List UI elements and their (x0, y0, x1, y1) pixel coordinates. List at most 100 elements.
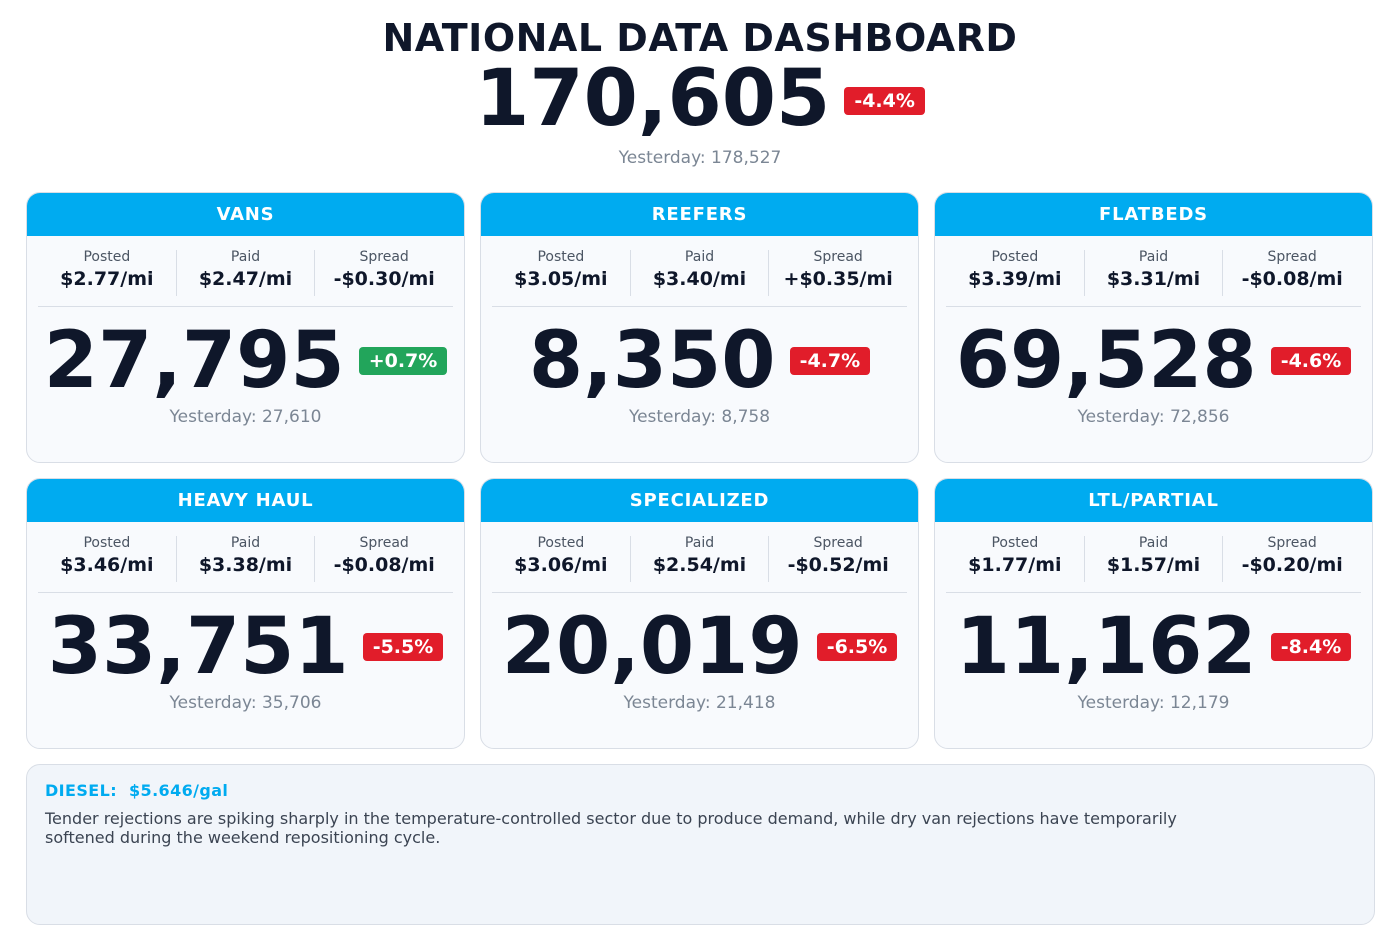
load-count: 8,350 (528, 316, 776, 406)
posted-label: Posted (537, 535, 585, 551)
total-change-badge: -4.4% (844, 87, 925, 115)
paid-metric: Paid $1.57/mi (1085, 536, 1224, 582)
spread-rate: -$0.20/mi (1241, 554, 1343, 576)
card-yesterday: Yesterday: 8,758 (628, 407, 771, 427)
paid-rate: $3.40/mi (652, 268, 747, 290)
card-yesterday: Yesterday: 72,856 (1077, 407, 1230, 427)
market-note: DIESEL: $5.646/gal Tender rejections are… (26, 764, 1375, 925)
paid-rate: $2.54/mi (652, 554, 747, 576)
posted-label: Posted (991, 535, 1039, 551)
page-title: NATIONAL DATA DASHBOARD (382, 16, 1018, 60)
spread-label: Spread (1267, 249, 1317, 265)
rate-metrics: Posted $1.77/mi Paid $1.57/mi Spread -$0… (946, 536, 1361, 593)
card-title: HEAVY HAUL (27, 479, 464, 522)
card-yesterday: Yesterday: 12,179 (1077, 693, 1230, 713)
rate-metrics: Posted $3.05/mi Paid $3.40/mi Spread +$0… (492, 250, 907, 307)
diesel-value: $5.646/gal (129, 781, 229, 800)
paid-label: Paid (1138, 535, 1169, 551)
paid-label: Paid (1138, 249, 1169, 265)
posted-label: Posted (537, 249, 585, 265)
paid-metric: Paid $3.31/mi (1085, 250, 1224, 296)
posted-rate: $3.46/mi (60, 554, 154, 576)
card-title: VANS (27, 193, 464, 236)
change-badge: -4.7% (789, 347, 871, 375)
paid-rate: $1.57/mi (1106, 554, 1201, 576)
spread-rate: -$0.08/mi (1241, 268, 1343, 290)
load-count: 20,019 (501, 602, 803, 692)
posted-metric: Posted $3.06/mi (492, 536, 631, 582)
spread-metric: Spread -$0.52/mi (769, 536, 907, 582)
spread-label: Spread (359, 535, 409, 551)
dashboard-header: NATIONAL DATA DASHBOARD 170,605 -4.4% Ye… (0, 16, 1400, 168)
paid-label: Paid (230, 249, 261, 265)
card-yesterday: Yesterday: 35,706 (169, 693, 322, 713)
change-badge: -4.6% (1270, 347, 1352, 375)
total-count: 170,605 (475, 54, 831, 144)
diesel-price: DIESEL: $5.646/gal (45, 781, 1356, 800)
spread-metric: Spread -$0.08/mi (1223, 250, 1361, 296)
load-count: 69,528 (955, 316, 1257, 406)
rate-metrics: Posted $2.77/mi Paid $2.47/mi Spread -$0… (38, 250, 453, 307)
posted-rate: $2.77/mi (60, 268, 154, 290)
equipment-card: LTL/PARTIAL Posted $1.77/mi Paid $1.57/m… (934, 478, 1373, 749)
total-row: 170,605 -4.4% (0, 60, 1400, 138)
total-yesterday: Yesterday: 178,527 (618, 148, 782, 168)
paid-label: Paid (684, 249, 715, 265)
rate-metrics: Posted $3.46/mi Paid $3.38/mi Spread -$0… (38, 536, 453, 593)
change-badge: -8.4% (1270, 633, 1352, 661)
spread-rate: -$0.08/mi (333, 554, 435, 576)
change-badge: -6.5% (816, 633, 898, 661)
change-badge: -5.5% (362, 633, 444, 661)
equipment-card: VANS Posted $2.77/mi Paid $2.47/mi Sprea… (26, 192, 465, 463)
card-title: REEFERS (481, 193, 918, 236)
spread-rate: +$0.35/mi (783, 268, 893, 290)
diesel-label: DIESEL: (45, 781, 118, 800)
posted-rate: $1.77/mi (968, 554, 1062, 576)
posted-label: Posted (83, 249, 131, 265)
posted-metric: Posted $2.77/mi (38, 250, 177, 296)
load-count-row: 33,751 -5.5% (27, 605, 464, 689)
paid-metric: Paid $3.38/mi (177, 536, 316, 582)
posted-metric: Posted $3.46/mi (38, 536, 177, 582)
posted-rate: $3.06/mi (514, 554, 608, 576)
posted-metric: Posted $3.39/mi (946, 250, 1085, 296)
load-count-row: 69,528 -4.6% (935, 319, 1372, 403)
load-count-row: 27,795 +0.7% (27, 319, 464, 403)
paid-metric: Paid $3.40/mi (631, 250, 770, 296)
load-count: 33,751 (47, 602, 349, 692)
spread-metric: Spread -$0.30/mi (315, 250, 453, 296)
equipment-card: SPECIALIZED Posted $3.06/mi Paid $2.54/m… (480, 478, 919, 749)
rate-metrics: Posted $3.39/mi Paid $3.31/mi Spread -$0… (946, 250, 1361, 307)
card-title: SPECIALIZED (481, 479, 918, 522)
note-text: Tender rejections are spiking sharply in… (45, 809, 1177, 847)
spread-label: Spread (813, 249, 863, 265)
card-title: LTL/PARTIAL (935, 479, 1372, 522)
card-yesterday: Yesterday: 21,418 (623, 693, 776, 713)
posted-label: Posted (83, 535, 131, 551)
spread-metric: Spread +$0.35/mi (769, 250, 907, 296)
spread-label: Spread (813, 535, 863, 551)
posted-rate: $3.39/mi (968, 268, 1062, 290)
equipment-card: REEFERS Posted $3.05/mi Paid $3.40/mi Sp… (480, 192, 919, 463)
change-badge: +0.7% (358, 347, 448, 375)
load-count-row: 8,350 -4.7% (481, 319, 918, 403)
paid-rate: $3.38/mi (198, 554, 293, 576)
paid-rate: $3.31/mi (1106, 268, 1201, 290)
equipment-card: FLATBEDS Posted $3.39/mi Paid $3.31/mi S… (934, 192, 1373, 463)
posted-metric: Posted $3.05/mi (492, 250, 631, 296)
paid-rate: $2.47/mi (198, 268, 293, 290)
posted-metric: Posted $1.77/mi (946, 536, 1085, 582)
paid-label: Paid (230, 535, 261, 551)
spread-label: Spread (359, 249, 409, 265)
spread-label: Spread (1267, 535, 1317, 551)
paid-metric: Paid $2.54/mi (631, 536, 770, 582)
card-title: FLATBEDS (935, 193, 1372, 236)
load-count: 27,795 (43, 316, 345, 406)
equipment-card: HEAVY HAUL Posted $3.46/mi Paid $3.38/mi… (26, 478, 465, 749)
rate-metrics: Posted $3.06/mi Paid $2.54/mi Spread -$0… (492, 536, 907, 593)
spread-rate: -$0.52/mi (787, 554, 889, 576)
load-count-row: 11,162 -8.4% (935, 605, 1372, 689)
spread-metric: Spread -$0.08/mi (315, 536, 453, 582)
paid-label: Paid (684, 535, 715, 551)
paid-metric: Paid $2.47/mi (177, 250, 316, 296)
